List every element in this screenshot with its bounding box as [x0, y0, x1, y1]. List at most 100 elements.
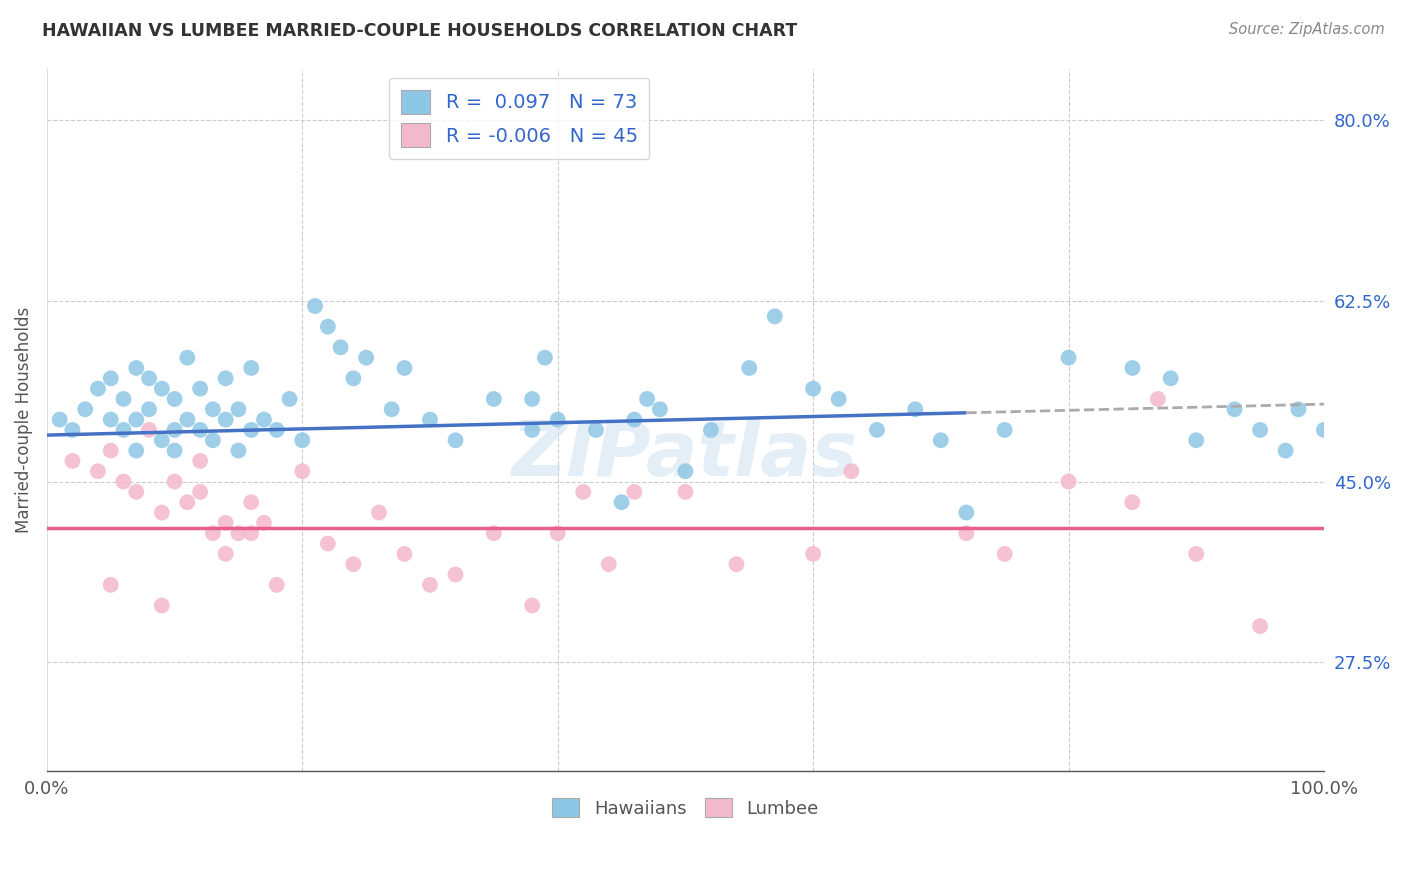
Point [176, 412, 198, 426]
Point [125, 443, 148, 458]
Legend: Hawaiians, Lumbee: Hawaiians, Lumbee [546, 791, 825, 825]
Point [648, 402, 671, 417]
Point [1249, 619, 1271, 633]
Point [253, 516, 276, 530]
Point [112, 392, 135, 406]
Point [266, 423, 288, 437]
Point [482, 526, 505, 541]
Point [138, 423, 160, 437]
Point [176, 351, 198, 365]
Point [763, 310, 786, 324]
Point [150, 599, 173, 613]
Point [62, 423, 84, 437]
Point [100, 371, 122, 385]
Point [87, 464, 110, 478]
Point [738, 361, 761, 376]
Point [700, 423, 723, 437]
Point [163, 475, 186, 489]
Point [150, 382, 173, 396]
Point [1313, 423, 1336, 437]
Point [316, 319, 339, 334]
Point [419, 412, 441, 426]
Point [342, 557, 364, 571]
Point [240, 361, 263, 376]
Point [163, 423, 186, 437]
Point [100, 412, 122, 426]
Point [291, 434, 314, 448]
Point [929, 434, 952, 448]
Point [1057, 351, 1080, 365]
Point [673, 484, 696, 499]
Point [1249, 423, 1271, 437]
Point [163, 443, 186, 458]
Point [394, 361, 416, 376]
Point [673, 464, 696, 478]
Point [520, 392, 543, 406]
Point [304, 299, 326, 313]
Point [827, 392, 849, 406]
Point [266, 578, 288, 592]
Point [482, 392, 505, 406]
Point [1286, 402, 1309, 417]
Point [394, 547, 416, 561]
Text: HAWAIIAN VS LUMBEE MARRIED-COUPLE HOUSEHOLDS CORRELATION CHART: HAWAIIAN VS LUMBEE MARRIED-COUPLE HOUSEH… [42, 22, 797, 40]
Point [994, 547, 1017, 561]
Point [419, 578, 441, 592]
Point [547, 526, 569, 541]
Point [228, 443, 250, 458]
Point [87, 382, 110, 396]
Point [228, 402, 250, 417]
Point [841, 464, 863, 478]
Point [228, 526, 250, 541]
Point [381, 402, 404, 417]
Point [75, 402, 97, 417]
Point [150, 506, 173, 520]
Point [138, 402, 160, 417]
Y-axis label: Married-couple Households: Married-couple Households [15, 307, 32, 533]
Point [291, 464, 314, 478]
Point [547, 412, 569, 426]
Point [163, 392, 186, 406]
Point [1274, 443, 1296, 458]
Point [1223, 402, 1246, 417]
Point [955, 506, 977, 520]
Point [1185, 547, 1208, 561]
Point [801, 547, 824, 561]
Point [240, 526, 263, 541]
Point [1160, 371, 1182, 385]
Point [725, 557, 748, 571]
Point [100, 578, 122, 592]
Point [1057, 475, 1080, 489]
Point [215, 547, 238, 561]
Point [623, 412, 645, 426]
Point [125, 484, 148, 499]
Point [572, 484, 595, 499]
Point [610, 495, 633, 509]
Point [1185, 434, 1208, 448]
Point [520, 423, 543, 437]
Point [253, 412, 276, 426]
Point [100, 443, 122, 458]
Point [201, 402, 224, 417]
Point [534, 351, 557, 365]
Point [598, 557, 620, 571]
Point [138, 371, 160, 385]
Point [904, 402, 927, 417]
Point [125, 412, 148, 426]
Point [48, 412, 70, 426]
Point [520, 599, 543, 613]
Point [62, 454, 84, 468]
Point [367, 506, 389, 520]
Point [125, 361, 148, 376]
Point [636, 392, 658, 406]
Point [329, 340, 352, 354]
Point [150, 434, 173, 448]
Point [188, 454, 211, 468]
Point [444, 434, 467, 448]
Text: Source: ZipAtlas.com: Source: ZipAtlas.com [1229, 22, 1385, 37]
Point [316, 536, 339, 550]
Point [342, 371, 364, 385]
Point [278, 392, 301, 406]
Point [112, 423, 135, 437]
Point [1121, 495, 1143, 509]
